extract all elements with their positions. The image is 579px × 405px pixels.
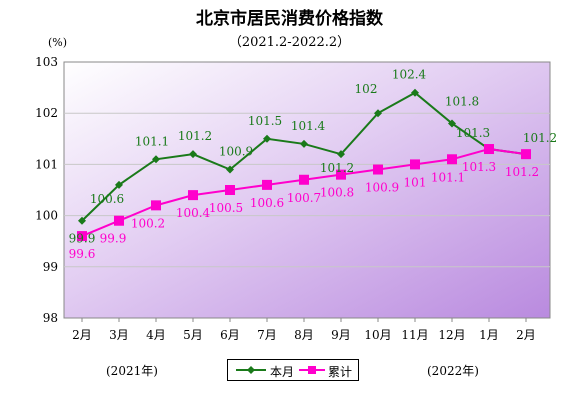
data-label-cumulative: 100.5 <box>209 201 243 215</box>
data-point-cumulative <box>299 174 309 185</box>
data-point-cumulative <box>225 185 235 195</box>
data-label-cumulative: 99.9 <box>100 232 127 246</box>
data-point-monthly <box>374 109 382 118</box>
data-label-monthly: 101.5 <box>248 114 282 128</box>
legend-cumulative-marker <box>299 366 325 374</box>
legend-item-cumulative: 累计 <box>298 362 358 379</box>
data-label-monthly: 101.2 <box>523 131 557 145</box>
data-point-monthly <box>448 119 456 128</box>
x-tick-label: 12月 <box>438 328 465 342</box>
data-point-cumulative <box>373 164 383 175</box>
x-tick-label: 1月 <box>479 328 499 342</box>
x-tick-label: 10月 <box>364 328 391 342</box>
data-label-cumulative: 100.6 <box>250 196 284 210</box>
data-label-monthly: 102.4 <box>392 68 427 82</box>
y-tick-label: 103 <box>35 55 58 69</box>
y-tick-label: 101 <box>35 157 58 171</box>
data-label-cumulative: 101 <box>404 175 427 189</box>
y-tick-label: 100 <box>35 209 58 223</box>
data-label-cumulative: 101.2 <box>505 165 539 179</box>
legend-item-monthly: 本月 <box>234 362 295 379</box>
chart-subtitle: （2021.2-2022.2） <box>228 35 351 50</box>
y-axis-unit: (%) <box>48 36 68 49</box>
data-label-cumulative: 100.2 <box>131 216 165 230</box>
data-point-cumulative <box>447 154 457 165</box>
x-tick-label: 3月 <box>109 328 129 342</box>
x-tick-label: 11月 <box>401 328 428 342</box>
data-point-monthly <box>78 216 86 225</box>
data-point-cumulative <box>77 231 87 242</box>
legend-monthly-label: 本月 <box>270 365 295 379</box>
data-label-monthly: 100.9 <box>219 145 253 159</box>
x-tick-label: 7月 <box>257 328 277 342</box>
data-point-cumulative <box>521 149 531 160</box>
data-label-cumulative: 99.6 <box>69 247 96 261</box>
data-label-monthly: 100.6 <box>90 192 124 206</box>
legend-monthly-marker <box>236 366 266 374</box>
data-point-monthly <box>226 165 234 174</box>
data-label-monthly: 101.1 <box>135 134 169 148</box>
plot-area <box>63 61 551 319</box>
data-point-cumulative <box>151 200 161 211</box>
chart-legend: 本月 累计 <box>227 359 359 381</box>
data-label-cumulative: 101.1 <box>431 170 465 184</box>
data-point-cumulative <box>262 179 272 190</box>
y-tick-label: 98 <box>43 311 58 325</box>
data-point-cumulative <box>188 190 198 201</box>
data-point-monthly <box>189 150 197 159</box>
data-label-monthly: 101.4 <box>291 119 326 133</box>
data-label-cumulative: 100.8 <box>320 186 354 200</box>
data-point-cumulative <box>336 169 346 180</box>
data-label-monthly: 101.3 <box>456 126 490 140</box>
x-tick-label: 9月 <box>331 328 351 342</box>
data-point-monthly <box>115 180 123 189</box>
data-point-cumulative <box>484 144 494 155</box>
data-label-monthly: 101.2 <box>178 129 212 143</box>
year-label-2021: (2021年) <box>106 364 158 378</box>
data-label-cumulative: 101.3 <box>462 160 496 174</box>
data-point-monthly <box>411 88 419 97</box>
x-tick-label: 5月 <box>183 328 203 342</box>
data-label-cumulative: 100.9 <box>365 181 399 195</box>
data-label-cumulative: 100.4 <box>176 206 211 220</box>
x-tick-label: 4月 <box>146 328 166 342</box>
data-label-monthly: 102 <box>355 82 378 96</box>
data-point-cumulative <box>114 215 124 226</box>
y-tick-label: 102 <box>35 106 58 120</box>
data-point-monthly <box>263 134 271 143</box>
data-point-monthly <box>300 139 308 148</box>
chart-title: 北京市居民消费价格指数 <box>196 9 383 29</box>
data-point-cumulative <box>410 159 420 170</box>
x-tick-label: 2月 <box>72 328 92 342</box>
legend-cumulative-label: 累计 <box>328 365 353 379</box>
data-point-monthly <box>337 150 345 159</box>
data-label-cumulative: 100.7 <box>287 191 321 205</box>
data-label-monthly: 99.9 <box>69 232 96 246</box>
x-tick-label: 6月 <box>220 328 240 342</box>
data-label-monthly: 101.2 <box>320 161 354 175</box>
y-tick-label: 99 <box>43 260 58 274</box>
year-label-2022: (2022年) <box>427 364 479 378</box>
data-label-monthly: 101.8 <box>445 94 479 108</box>
x-tick-label: 8月 <box>294 328 314 342</box>
data-point-monthly <box>152 155 160 164</box>
x-tick-label: 2月 <box>516 328 536 342</box>
